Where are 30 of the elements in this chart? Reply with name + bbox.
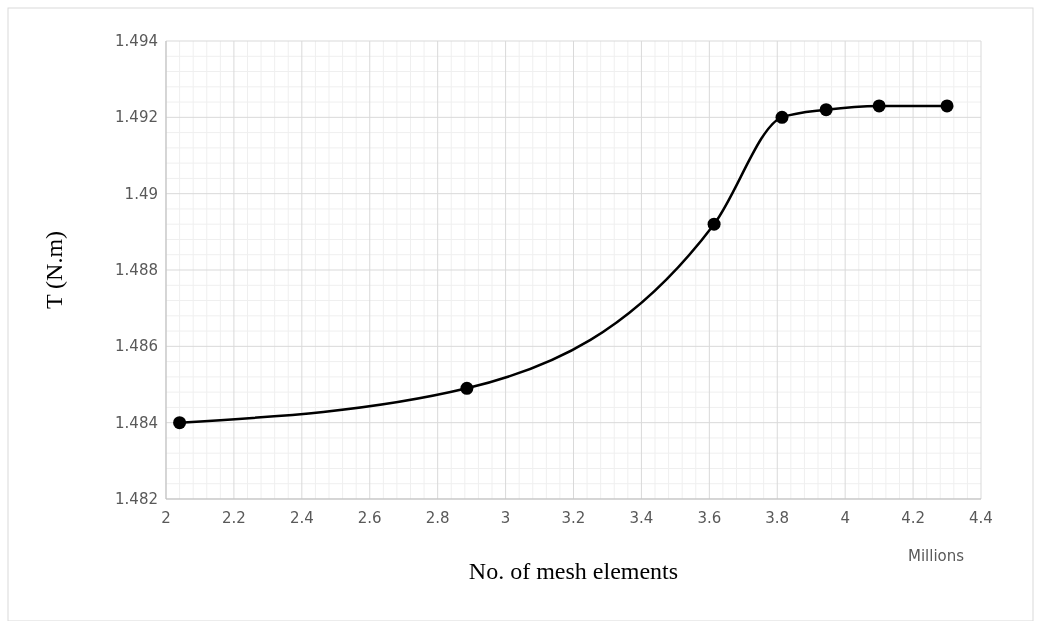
- point: [819, 103, 833, 117]
- x-tick-label: 2.2: [221, 509, 246, 527]
- x-tick-label: 3: [500, 509, 511, 527]
- x-tick-label: 2.4: [289, 509, 314, 527]
- y-tick-label: 1.492: [115, 108, 158, 127]
- point: [173, 416, 187, 430]
- x-tick-label: 3.8: [765, 509, 790, 527]
- point: [707, 217, 721, 231]
- x-tick-label: 3.6: [697, 509, 722, 527]
- point: [460, 381, 474, 395]
- y-tick-label: 1.486: [115, 337, 158, 356]
- point: [940, 99, 954, 113]
- text: Millions: [907, 547, 965, 565]
- y-tick-label: 1.488: [115, 261, 158, 279]
- x-tick-label: 4.4: [969, 509, 993, 527]
- x-tick-label: 2: [161, 509, 171, 527]
- x-tick-label: 2.6: [357, 509, 382, 527]
- x-axis-title: No. of mesh elements: [468, 558, 679, 584]
- y-tick-label: 1.482: [115, 490, 158, 508]
- y-tick-label: 1.484: [115, 413, 158, 432]
- x-tick-label: 3.4: [629, 509, 654, 527]
- x-tick-label: 4: [840, 509, 850, 527]
- x-tick-label: 4.2: [901, 509, 926, 527]
- x-tick-label: 3.2: [561, 509, 586, 527]
- point: [872, 99, 886, 113]
- y-axis-title: T (N.m): [41, 230, 67, 310]
- point: [775, 110, 789, 124]
- y-tick-label: 1.494: [115, 32, 158, 50]
- x-tick-label: 2.8: [425, 509, 450, 527]
- y-tick-label: 1.49: [124, 184, 158, 203]
